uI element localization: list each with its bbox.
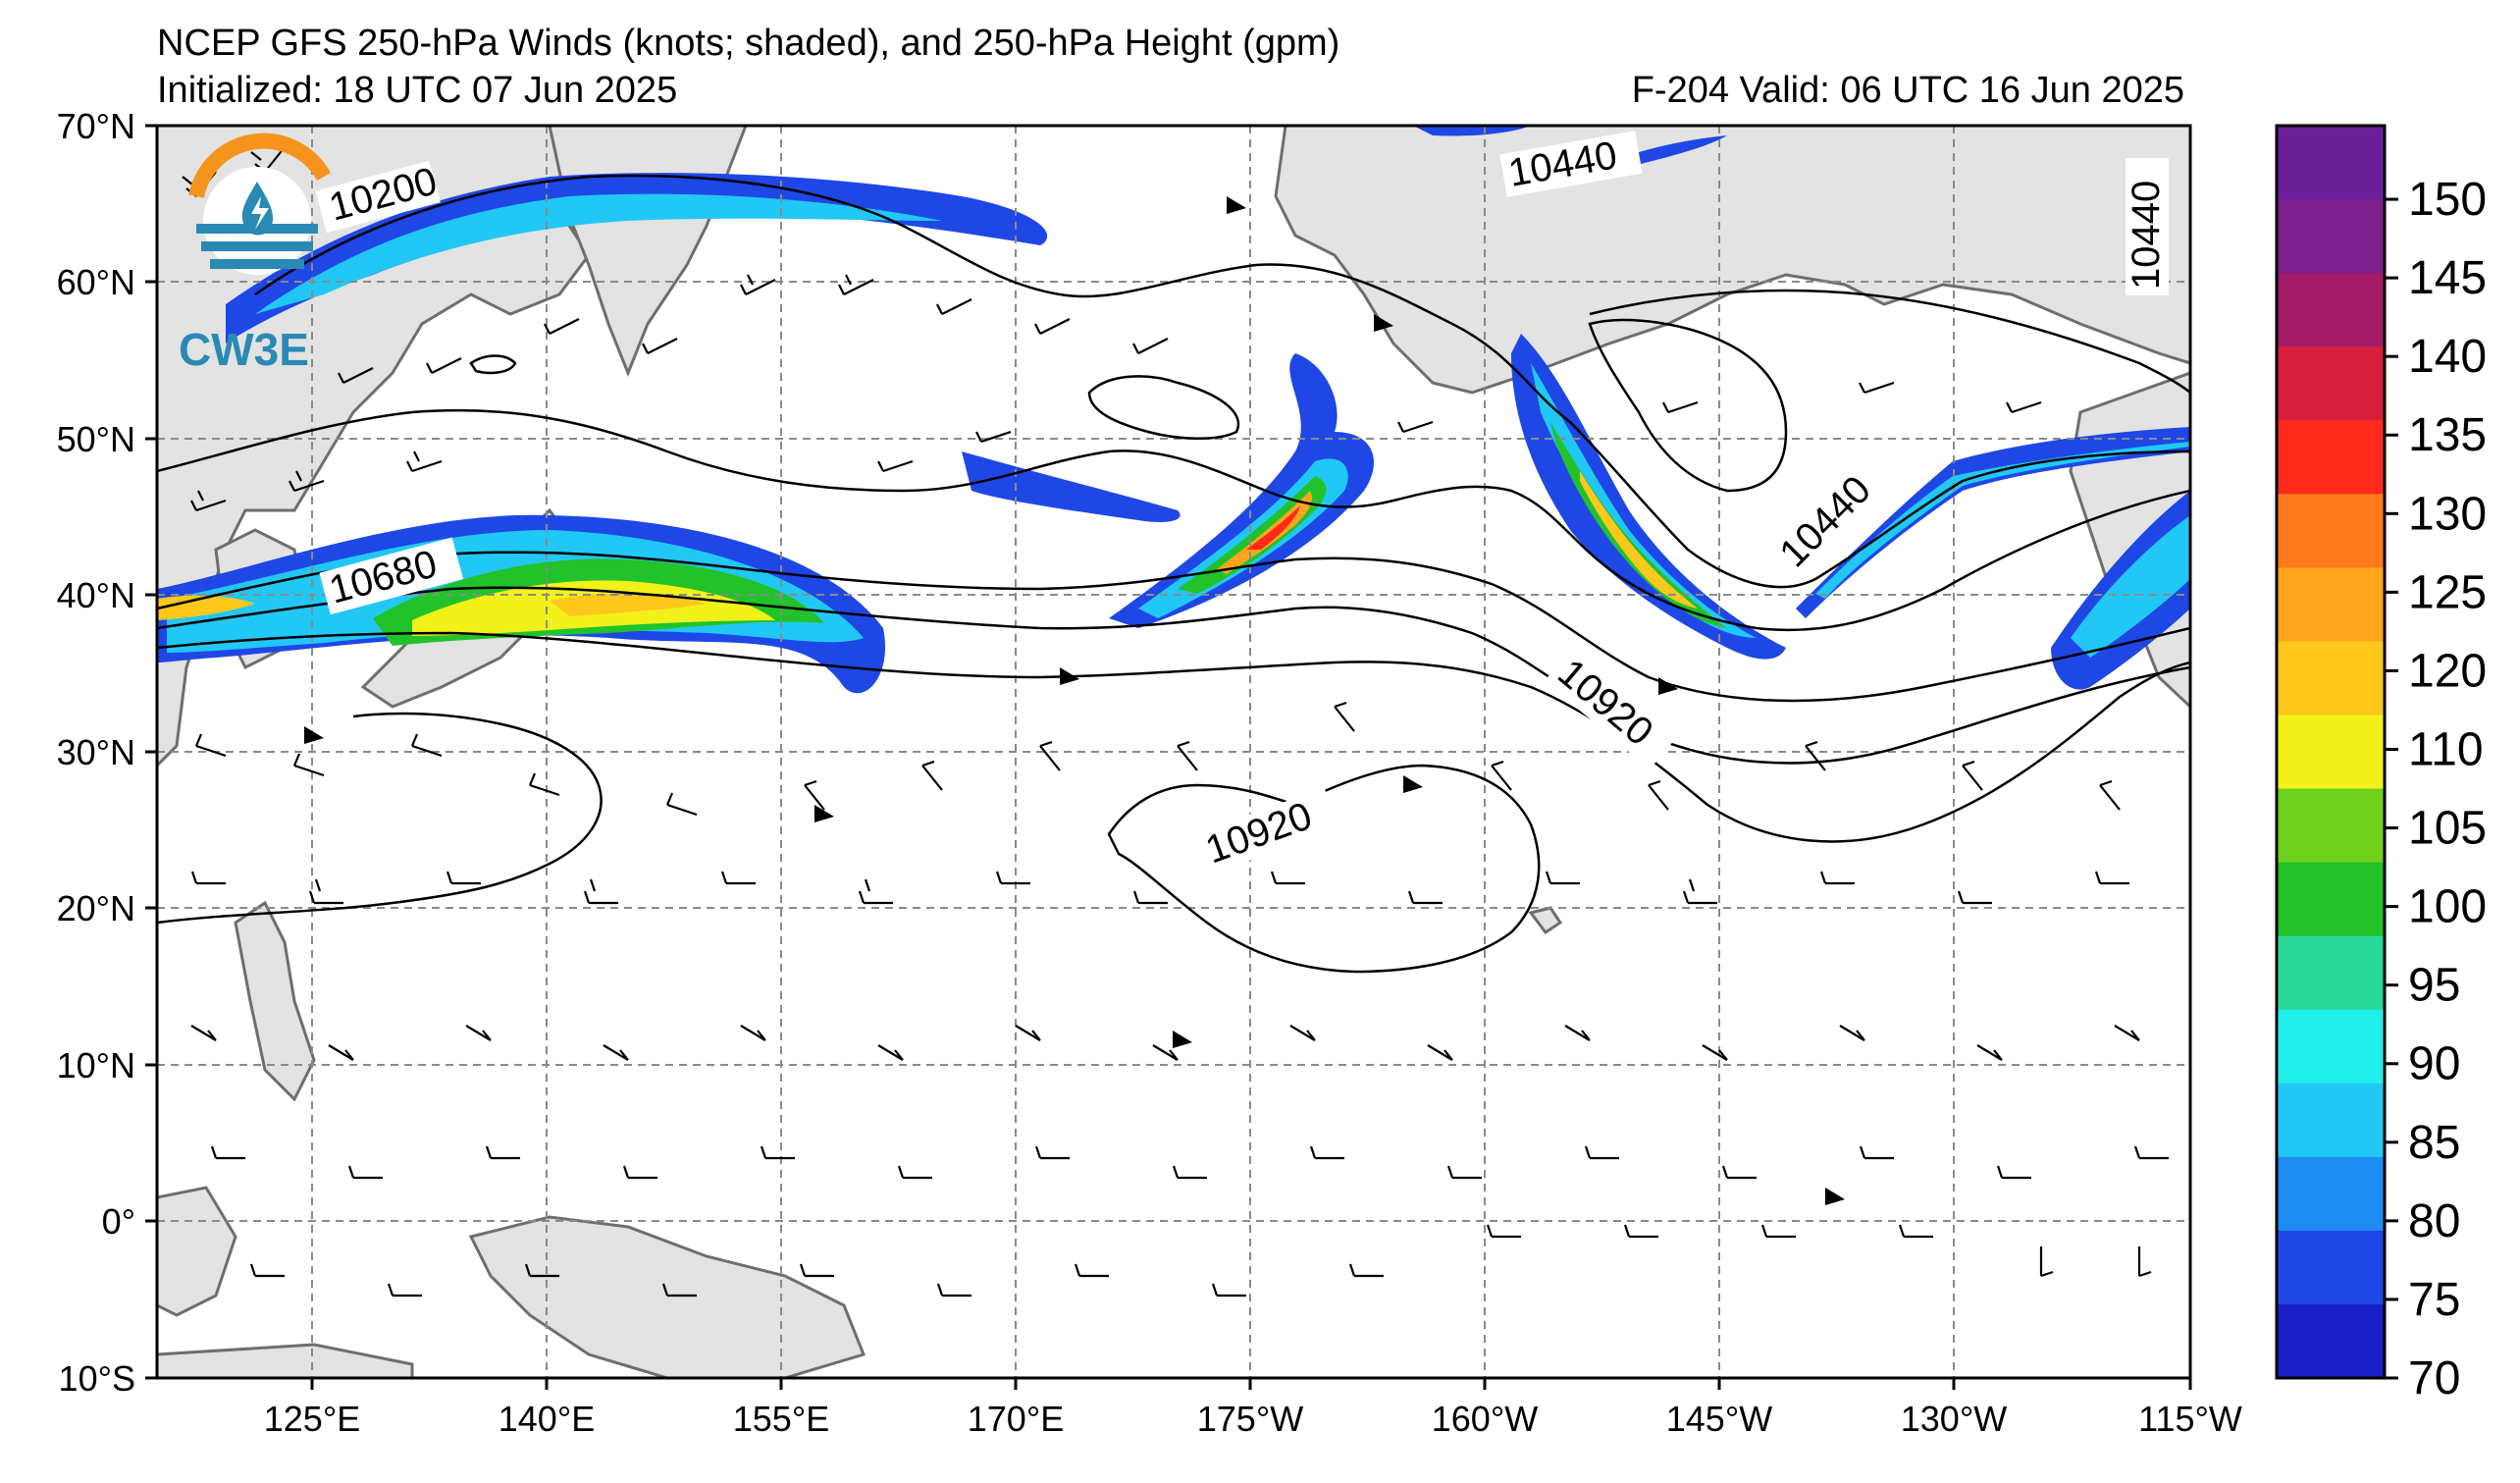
- colorbar-swatch: [2277, 641, 2385, 715]
- colorbar: 70 75 80 85 90 95 100 105 110 120 125 130 135 140 145 1…: [2275, 124, 2487, 1404]
- lon-label: 125°E: [264, 1399, 360, 1439]
- lightning-icon: [251, 196, 269, 230]
- cw3e-logo: CW3E: [179, 132, 332, 375]
- lon-label: 155°E: [733, 1399, 829, 1439]
- graticule: [157, 126, 2190, 1378]
- colorbar-tick-label: 90: [2408, 1038, 2460, 1090]
- axis-ticks: [145, 124, 2192, 1390]
- colorbar-swatch: [2277, 1009, 2385, 1085]
- lat-label: 30°N: [57, 732, 135, 772]
- lat-label: 20°N: [57, 888, 135, 928]
- colorbar-swatch: [2277, 1303, 2385, 1379]
- logo-text: CW3E: [179, 324, 309, 375]
- colorbar-swatch: [2277, 1156, 2385, 1232]
- lon-label: 170°E: [968, 1399, 1064, 1439]
- lon-label: 145°W: [1666, 1399, 1772, 1439]
- colorbar-border: [2275, 124, 2387, 1380]
- map-title: NCEP GFS 250-hPa Winds (knots; shaded), …: [157, 23, 1340, 64]
- colorbar-tick-label: 100: [2408, 881, 2487, 933]
- lat-label: 40°N: [57, 575, 135, 615]
- colorbar-swatch: [2277, 199, 2385, 274]
- valid-time: F-204 Valid: 06 UTC 16 Jun 2025: [1631, 70, 2184, 111]
- colorbar-tick-label: 110: [2408, 723, 2484, 775]
- colorbar-swatch: [2277, 1230, 2385, 1305]
- lon-labels: 125°E 140°E 155°E 170°E 175°W 160°W 145°…: [264, 1399, 2242, 1439]
- lat-label: 70°N: [57, 106, 135, 146]
- lon-label: 175°W: [1197, 1399, 1303, 1439]
- lat-label: 10°N: [57, 1045, 135, 1086]
- colorbar-tick-label: 80: [2408, 1195, 2460, 1247]
- land-philippines: [234, 900, 316, 1102]
- lon-label: 160°W: [1432, 1399, 1538, 1439]
- colorbar-tick-label: 120: [2408, 645, 2487, 697]
- colorbar-swatch: [2277, 420, 2385, 495]
- colorbar-tick-label: 105: [2408, 803, 2487, 855]
- land-australia: [157, 1343, 414, 1378]
- colorbar-tick-label: 85: [2408, 1117, 2460, 1169]
- colorbar-swatch: [2277, 862, 2385, 937]
- colorbar-tick-label: 70: [2408, 1352, 2460, 1404]
- lat-label: 10°S: [59, 1358, 135, 1399]
- colorbar-tick-label: 145: [2408, 252, 2487, 304]
- colorbar-swatch: [2277, 715, 2385, 790]
- wind-pennants: [304, 196, 1845, 1205]
- height-contours: [157, 174, 2190, 974]
- lon-label: 130°W: [1901, 1399, 2007, 1439]
- colorbar-swatch: [2277, 788, 2385, 864]
- colorbar-swatch: [2277, 935, 2385, 1011]
- land-new-guinea: [468, 1215, 866, 1378]
- land-hawaii: [1528, 906, 1563, 935]
- colorbar-tick-label: 125: [2408, 566, 2487, 618]
- logo-sun-arc: [188, 132, 332, 198]
- colorbar-swatch: [2277, 494, 2385, 568]
- lat-label: 0°: [102, 1201, 135, 1242]
- colorbar-tick-label: 135: [2408, 409, 2487, 461]
- colorbar-tick-label: 95: [2408, 960, 2460, 1012]
- colorbar-tick-label: 150: [2408, 174, 2487, 226]
- lon-label: 115°W: [2138, 1399, 2242, 1439]
- colorbar-tick-label: 130: [2408, 488, 2487, 540]
- land-borneo: [157, 1186, 237, 1317]
- colorbar-tick-label: 75: [2408, 1274, 2460, 1326]
- colorbar-swatch: [2277, 1083, 2385, 1158]
- colorbar-swatch: [2277, 126, 2385, 200]
- lat-label: 50°N: [57, 419, 135, 459]
- colorbar-swatch: [2277, 273, 2385, 347]
- colorbar-swatch: [2277, 346, 2385, 421]
- contour-label-10440-east: 10440: [2125, 181, 2168, 290]
- colorbar-swatch: [2277, 567, 2385, 642]
- colorbar-tick-label: 140: [2408, 331, 2487, 383]
- land-alaska: [1274, 126, 2190, 395]
- init-time: Initialized: 18 UTC 07 Jun 2025: [157, 70, 678, 111]
- lat-label: 60°N: [57, 262, 135, 302]
- lat-labels: 70°N 60°N 50°N 40°N 30°N 20°N 10°N 0° 10…: [57, 106, 135, 1399]
- lon-label: 140°E: [499, 1399, 595, 1439]
- jet-aleutian: [1109, 353, 1374, 628]
- wind-barbs: [182, 146, 2169, 1298]
